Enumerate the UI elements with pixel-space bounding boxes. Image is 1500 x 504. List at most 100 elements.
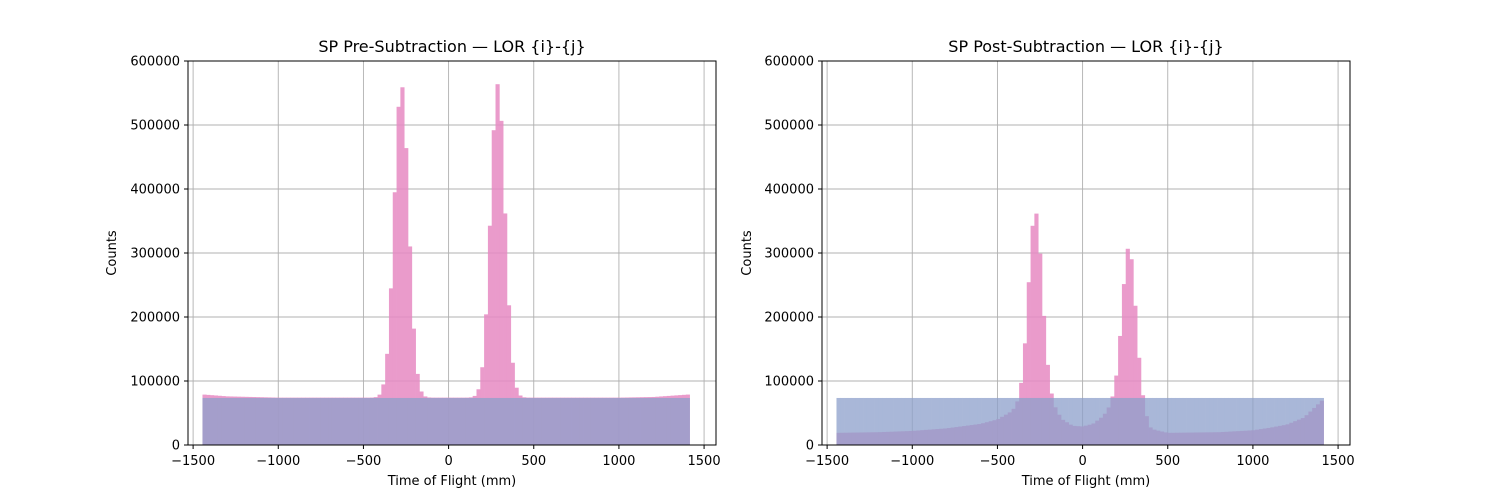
histogram-bar	[1045, 397, 1050, 445]
histogram-bar	[388, 397, 394, 445]
histogram-bar	[335, 397, 340, 445]
histogram-bar	[529, 397, 534, 445]
histogram-bar	[935, 397, 940, 445]
histogram-bar	[522, 397, 527, 445]
histogram-bar	[643, 397, 649, 445]
histogram-bar	[1308, 397, 1313, 445]
x-tick-label: 500	[521, 454, 546, 469]
axes: −1500 −1000 −500 0 500 1000 1500 0 100000 200000 3…	[764, 55, 1354, 470]
histogram-bar	[996, 397, 1001, 445]
histogram-bar	[602, 397, 607, 445]
y-tick-label: 500000	[130, 119, 180, 134]
histogram-bar	[1171, 397, 1176, 445]
chart-panel-pre-subtraction: −1500 −1000 −500 0 500 1000 1500 0 100000 200000 3…	[105, 37, 721, 489]
histogram-bar	[969, 397, 974, 445]
histogram-bar	[255, 397, 260, 445]
histogram-bar	[411, 328, 416, 445]
histogram-bar	[244, 397, 249, 445]
histogram-bar	[1057, 397, 1062, 445]
histogram-bar	[548, 397, 553, 445]
x-tick-label: 0	[444, 454, 452, 469]
histogram-bar	[1034, 213, 1039, 445]
histogram-bar	[605, 397, 611, 445]
histogram-bar	[1061, 397, 1066, 445]
histogram-bar	[1201, 397, 1206, 445]
histogram-bar	[977, 397, 982, 445]
histogram-bar	[916, 397, 921, 445]
histogram-bar	[484, 397, 489, 445]
histogram-bar	[965, 397, 971, 445]
histogram-bar	[347, 397, 352, 445]
histogram-bar	[885, 397, 891, 445]
histogram-bar	[674, 397, 679, 445]
histogram-bar	[1125, 397, 1130, 445]
histogram-bar	[1198, 397, 1203, 445]
histogram-bar	[1129, 397, 1134, 445]
histogram-bar	[468, 397, 474, 445]
histogram-bar	[552, 397, 557, 445]
histogram-bar	[1137, 397, 1142, 445]
histogram-bar	[396, 106, 401, 445]
x-tick-label: 500	[1155, 454, 1180, 469]
histogram-bar	[392, 192, 397, 445]
histogram-bar	[373, 397, 378, 445]
histogram-bar	[1091, 397, 1096, 445]
histogram-bar	[973, 397, 978, 445]
histogram-bar	[1163, 397, 1168, 445]
histogram-bar	[1011, 397, 1016, 445]
histogram-bar	[350, 397, 356, 445]
histogram-bar	[1140, 397, 1146, 445]
histogram-bar	[613, 397, 618, 445]
histogram-bar	[1277, 397, 1283, 445]
histogram-bar	[499, 397, 504, 445]
histogram-bar	[358, 397, 363, 445]
histogram-bar	[855, 397, 860, 445]
histogram-bar	[946, 397, 951, 445]
histogram-bar	[1026, 282, 1031, 445]
histogram-bar	[449, 397, 454, 445]
histogram-bar	[628, 397, 633, 445]
histogram-bar	[274, 397, 279, 445]
histogram-bar	[1064, 397, 1069, 445]
histogram-bar	[331, 397, 337, 445]
histogram-bar	[678, 397, 683, 445]
histogram-bar	[430, 397, 435, 445]
histogram-bar	[992, 397, 997, 445]
histogram-bar	[1015, 397, 1020, 445]
histogram-bar	[286, 397, 291, 445]
x-tick-label: 1500	[1322, 454, 1355, 469]
histogram-bar	[407, 246, 413, 445]
histogram-bar	[640, 397, 645, 445]
histogram-bar	[404, 148, 409, 445]
grid	[822, 60, 1350, 446]
histogram-bar	[950, 397, 955, 445]
histogram-bar	[598, 397, 603, 445]
histogram-bar	[251, 397, 257, 445]
histogram-bar	[221, 397, 226, 445]
histogram-bar	[847, 397, 853, 445]
histogram-bar	[259, 397, 264, 445]
histogram-bar	[385, 397, 390, 445]
y-tick-label: 100000	[764, 375, 814, 390]
histogram-bar	[651, 397, 656, 445]
histogram-bar	[1289, 397, 1294, 445]
y-tick-label: 0	[806, 439, 814, 454]
histogram-bar	[1133, 305, 1138, 445]
histogram-bar	[362, 397, 367, 445]
histogram-bar	[1243, 397, 1248, 445]
histogram-bar	[1186, 397, 1191, 445]
x-tick-label: −1500	[171, 454, 215, 469]
histogram-bar	[487, 397, 493, 445]
histogram-bar	[1293, 397, 1298, 445]
histogram-bar	[1270, 397, 1275, 445]
histogram-bar	[309, 397, 314, 445]
histogram-bar	[1129, 259, 1134, 445]
histogram-bar	[476, 397, 481, 445]
histogram-bar	[1220, 397, 1226, 445]
histogram-bar	[1156, 397, 1161, 445]
histogram-bar	[870, 397, 875, 445]
histogram-bar	[461, 397, 466, 445]
histogram-bar	[1053, 397, 1058, 445]
